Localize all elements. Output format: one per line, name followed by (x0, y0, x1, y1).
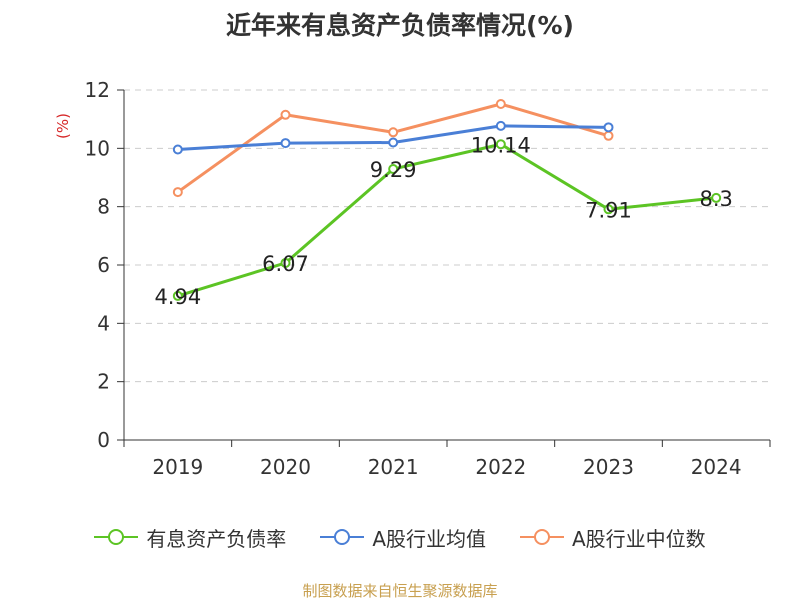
legend-label: A股行业中位数 (572, 526, 706, 551)
y-tick-label: 8 (97, 195, 110, 219)
legend-line-circle-icon (320, 529, 365, 545)
x-tick-label: 2020 (260, 455, 311, 479)
legend-label: A股行业均值 (372, 526, 486, 551)
data-label: 6.07 (262, 252, 309, 276)
source-note: 制图数据来自恒生聚源数据库 (302, 582, 498, 600)
x-tick-label: 2021 (368, 455, 419, 479)
series-point-2 (495, 120, 506, 131)
legend-label: 有息资产负债率 (146, 526, 287, 551)
data-label: 10.14 (471, 133, 531, 157)
legend-item-series-2[interactable]: A股行业均值 (320, 523, 486, 552)
data-labels: 4.94 6.07 9.29 10.14 7.91 8.3 (154, 133, 732, 309)
series-point-3 (388, 127, 399, 138)
x-tick-label: 2023 (583, 455, 634, 479)
legend-item-series-3[interactable]: A股行业中位数 (520, 523, 706, 552)
series-point-3 (172, 187, 183, 198)
series-point-1 (280, 257, 291, 268)
data-label: 8.3 (699, 187, 732, 211)
series-point-2 (280, 138, 291, 149)
series-point-1 (711, 192, 722, 203)
series-lines (172, 99, 722, 301)
y-tick-label: 10 (85, 136, 110, 160)
y-tick-label: 6 (97, 253, 110, 277)
series-point-3 (603, 130, 614, 141)
y-tick-label: 12 (85, 78, 110, 102)
legend: 有息资产负债率 A股行业均值 A股行业中位数 (0, 522, 800, 552)
y-axis-unit-label: (%) (54, 113, 72, 139)
series-point-1 (172, 290, 183, 301)
y-tick-label: 0 (97, 428, 110, 452)
axes: 0 2 4 6 8 10 12 2019 2020 2021 2022 2023 2024 (%) (54, 78, 771, 479)
x-tick-label: 2024 (691, 455, 742, 479)
data-label: 7.91 (585, 198, 632, 222)
data-label: 9.29 (370, 158, 417, 182)
series-point-3 (280, 109, 291, 120)
x-tick-label: 2019 (152, 455, 203, 479)
series-point-2 (603, 122, 614, 133)
y-tick-label: 2 (97, 370, 110, 394)
y-tick-label: 4 (97, 311, 110, 335)
series-point-1 (388, 164, 399, 175)
series-line-1 (177, 142, 717, 298)
grid-lines (124, 89, 770, 383)
legend-item-series-1[interactable]: 有息资产负债率 (94, 523, 286, 552)
series-point-2 (388, 137, 399, 148)
x-tick-label: 2022 (475, 455, 526, 479)
legend-line-circle-icon (520, 529, 564, 545)
series-point-2 (172, 144, 183, 155)
data-label: 4.94 (154, 285, 201, 309)
series-point-1 (495, 139, 506, 150)
chart-title: 近年来有息资产负债率情况(%) (226, 11, 574, 40)
series-point-1 (603, 204, 614, 215)
series-point-3 (495, 99, 506, 109)
legend-line-circle-icon (94, 529, 139, 545)
